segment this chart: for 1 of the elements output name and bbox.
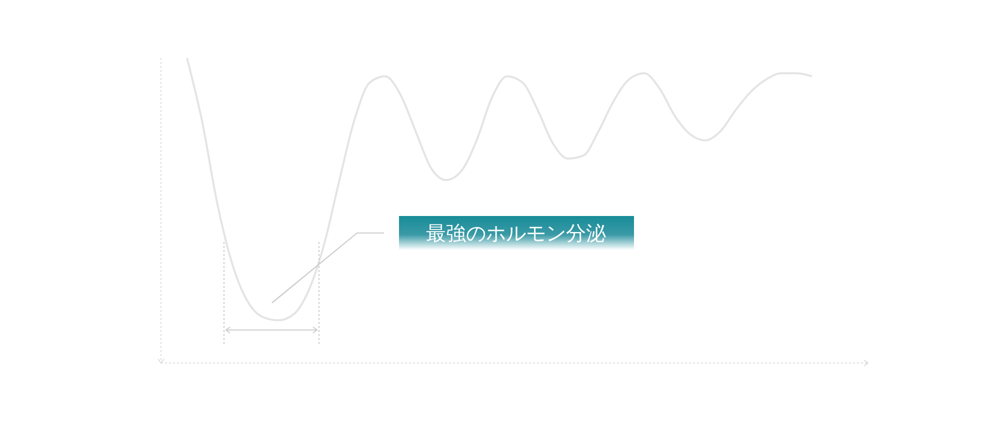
- annotation: 最強のホルモン分泌: [426, 221, 606, 245]
